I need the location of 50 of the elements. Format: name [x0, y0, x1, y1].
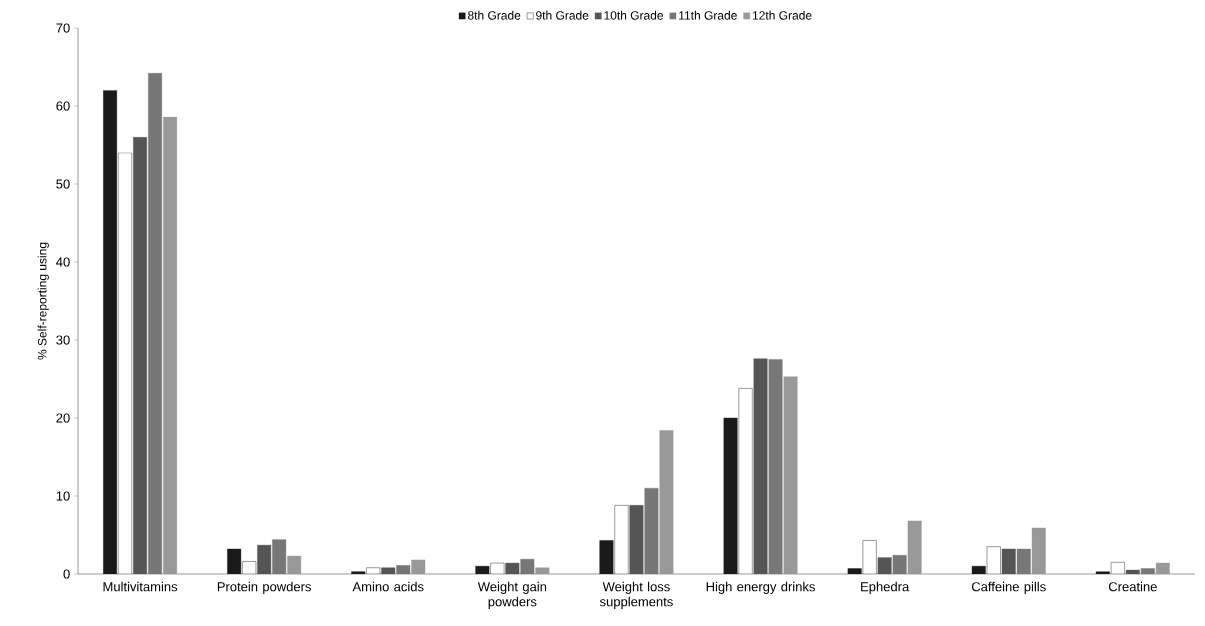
legend-label: 11th Grade — [679, 10, 737, 20]
bar — [629, 505, 644, 574]
bar — [768, 359, 783, 574]
legend-label: 9th Grade — [536, 10, 589, 20]
bar — [520, 558, 535, 574]
legend-label: 12th Grade — [752, 10, 812, 20]
y-tick-label: 50 — [56, 179, 70, 189]
bar — [133, 136, 148, 574]
bar — [644, 487, 659, 574]
bar — [163, 116, 178, 574]
legend-label: 8th Grade — [468, 10, 521, 20]
bar — [783, 376, 798, 574]
y-axis-title: % Self-reporting using — [37, 242, 49, 360]
x-tick-label: Ephedra — [861, 581, 910, 594]
x-tick-label: Protein powders — [217, 581, 311, 594]
y-tick-label: 70 — [56, 23, 70, 33]
bar — [287, 555, 302, 574]
x-tick-label: Creatine — [1108, 581, 1157, 592]
bar — [411, 559, 426, 574]
x-tick-label: Caffeine pills — [971, 581, 1046, 594]
bar — [892, 555, 907, 574]
bar — [148, 73, 163, 574]
bar — [659, 430, 674, 574]
bar — [535, 567, 550, 574]
y-tick-label: 0 — [63, 569, 70, 579]
bar — [907, 520, 922, 574]
legend-label: 10th Grade — [604, 10, 664, 20]
x-tick-label: Weight loss supplements — [599, 581, 673, 609]
bar — [272, 539, 287, 574]
y-tick-label: 10 — [56, 491, 70, 501]
y-tick-label: 40 — [56, 257, 70, 267]
bar — [753, 358, 768, 574]
bar — [1001, 548, 1016, 574]
bar — [1031, 527, 1046, 574]
bar — [505, 562, 520, 574]
x-tick-label: Amino acids — [352, 581, 424, 592]
y-tick-label: 60 — [56, 101, 70, 111]
y-tick-label: 30 — [56, 335, 70, 345]
bar — [381, 567, 396, 574]
bar — [1140, 568, 1155, 574]
bar — [1016, 548, 1031, 574]
x-tick-label: Multivitamins — [103, 581, 178, 592]
bar — [396, 565, 411, 574]
x-tick-label: Weight gain powders — [477, 581, 547, 609]
bar — [1125, 569, 1140, 574]
bar — [877, 557, 892, 574]
y-tick-label: 20 — [56, 413, 70, 423]
bar — [257, 544, 272, 574]
bar — [1155, 562, 1170, 574]
x-tick-label: High energy drinks — [706, 581, 815, 594]
